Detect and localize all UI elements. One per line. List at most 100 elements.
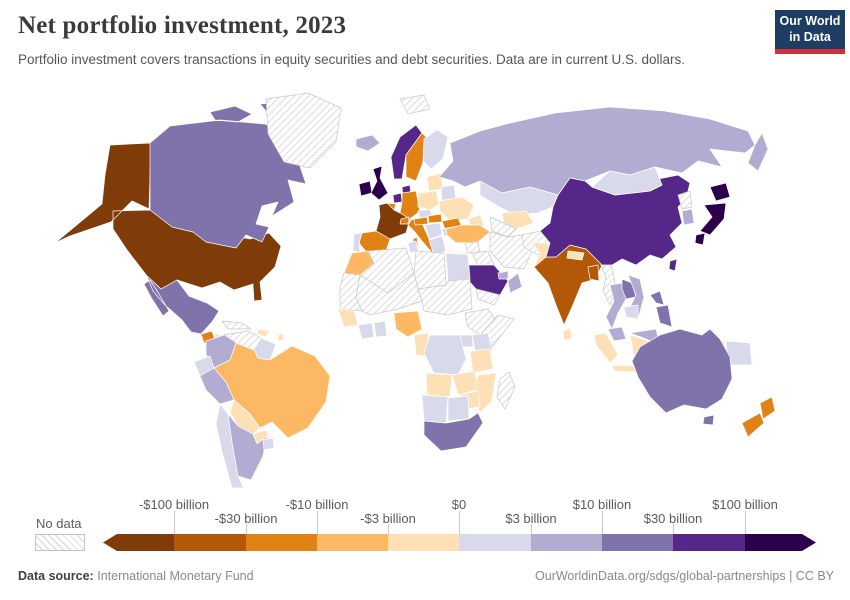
country-angola[interactable] <box>425 372 453 398</box>
country-united-kingdom[interactable] <box>370 165 389 201</box>
country-france[interactable] <box>375 202 411 240</box>
country-syria[interactable] <box>464 241 481 254</box>
legend-tick-line <box>317 511 318 534</box>
country-libya[interactable] <box>413 250 447 290</box>
country-south-korea[interactable] <box>681 208 695 226</box>
country-iran[interactable] <box>489 231 533 270</box>
country-myanmar[interactable] <box>599 262 617 306</box>
country-turkey[interactable] <box>445 224 491 244</box>
country-taiwan[interactable] <box>668 258 678 272</box>
country-iraq[interactable] <box>471 250 495 266</box>
legend-tick-line <box>388 524 389 534</box>
country-south-africa[interactable] <box>423 412 484 452</box>
country-senegal-guinea[interactable] <box>337 308 359 328</box>
legend-bin[interactable] <box>459 534 530 551</box>
world-map-svg <box>54 92 776 489</box>
legend-tick-line <box>174 511 175 534</box>
country-finland[interactable] <box>422 129 449 170</box>
legend-tick-label: -$3 billion <box>360 511 416 526</box>
country-cambodia[interactable] <box>623 304 639 320</box>
legend-bin[interactable] <box>317 534 388 551</box>
country-mexico[interactable] <box>143 275 220 335</box>
country-philippines[interactable] <box>649 290 673 328</box>
legend-tick-line <box>246 524 247 534</box>
country-ivory-coast[interactable] <box>357 322 375 340</box>
country-botswana[interactable] <box>447 395 470 422</box>
country-sri-lanka[interactable] <box>562 327 573 341</box>
data-source: Data source: International Monetary Fund <box>18 569 254 583</box>
country-mali-niger[interactable] <box>355 272 423 316</box>
country-madagascar[interactable] <box>496 371 516 410</box>
no-data-label: No data <box>36 516 82 531</box>
page-title: Net portfolio investment, 2023 <box>18 12 347 39</box>
country-brazil[interactable] <box>213 342 331 439</box>
no-data-swatch[interactable] <box>35 534 85 551</box>
country-ukraine[interactable] <box>438 196 475 222</box>
legend-bin[interactable] <box>246 534 317 551</box>
country-hungary[interactable] <box>427 213 443 224</box>
country-austria[interactable] <box>413 216 429 226</box>
country-mongolia[interactable] <box>591 166 663 196</box>
country-namibia[interactable] <box>421 394 449 424</box>
legend-tick-label: $30 billion <box>643 511 703 526</box>
country-tanzania[interactable] <box>469 348 494 374</box>
legend-tick-line <box>531 524 532 534</box>
country-new-zealand[interactable] <box>741 396 776 438</box>
country-uzbekistan[interactable] <box>501 210 535 230</box>
owid-logo-line2: in Data <box>789 30 831 44</box>
country-balkans[interactable] <box>424 222 443 240</box>
country-nepal[interactable] <box>566 250 585 261</box>
legend-tick-label: -$100 billion <box>138 497 210 512</box>
legend-bin[interactable] <box>673 534 744 551</box>
country-laos[interactable] <box>621 278 637 300</box>
owid-logo[interactable]: Our World in Data <box>775 10 845 54</box>
legend-bin[interactable] <box>745 534 816 551</box>
country-turkmenistan[interactable] <box>489 216 517 238</box>
legend-tick-label: $0 <box>451 497 467 512</box>
subtitle: Portfolio investment covers transactions… <box>18 52 686 67</box>
country-uae-qatar[interactable] <box>497 270 509 280</box>
data-source-value: International Monetary Fund <box>97 569 254 583</box>
legend-bin[interactable] <box>174 534 245 551</box>
country-ireland[interactable] <box>358 180 373 197</box>
country-ghana[interactable] <box>373 320 388 338</box>
owid-logo-line1: Our World <box>779 14 841 28</box>
world-map[interactable] <box>10 83 840 495</box>
footer-link[interactable]: OurWorldinData.org/sdgs/global-partnersh… <box>535 569 834 583</box>
legend-colorbar[interactable] <box>103 534 816 551</box>
country-chad-sudan[interactable] <box>417 278 473 316</box>
country-uruguay[interactable] <box>262 437 275 451</box>
country-lesser-antilles[interactable] <box>277 332 285 342</box>
legend-bin[interactable] <box>103 534 174 551</box>
country-yemen[interactable] <box>475 288 501 306</box>
country-cuba[interactable] <box>221 320 252 330</box>
country-dr-congo[interactable] <box>423 334 467 376</box>
country-kazakhstan[interactable] <box>479 180 559 216</box>
country-oman[interactable] <box>507 272 523 294</box>
country-netherlands[interactable] <box>392 192 403 204</box>
country-sweden[interactable] <box>405 132 430 182</box>
country-switzerland[interactable] <box>399 216 410 225</box>
country-north-korea[interactable] <box>677 190 693 210</box>
country-iceland[interactable] <box>355 134 381 152</box>
country-poland[interactable] <box>417 190 440 211</box>
legend-bin[interactable] <box>602 534 673 551</box>
legend-tick-line <box>745 511 746 534</box>
country-greece[interactable] <box>428 235 447 257</box>
country-norway[interactable] <box>390 124 423 180</box>
legend-tick-line <box>459 511 460 534</box>
legend-tick-label: $3 billion <box>505 511 557 526</box>
country-hispaniola[interactable] <box>256 328 271 338</box>
legend-tick-label: -$30 billion <box>214 511 278 526</box>
country-egypt[interactable] <box>445 252 471 282</box>
country-bangladesh[interactable] <box>587 264 600 282</box>
country-svalbard[interactable] <box>399 94 431 115</box>
country-portugal[interactable] <box>352 232 363 253</box>
legend-bin[interactable] <box>388 534 459 551</box>
country-australia[interactable] <box>631 328 733 426</box>
legend-bin[interactable] <box>531 534 602 551</box>
country-nigeria[interactable] <box>393 310 423 338</box>
legend-tick-line <box>673 524 674 534</box>
country-japan[interactable] <box>694 182 731 246</box>
country-greenland[interactable] <box>265 92 342 169</box>
